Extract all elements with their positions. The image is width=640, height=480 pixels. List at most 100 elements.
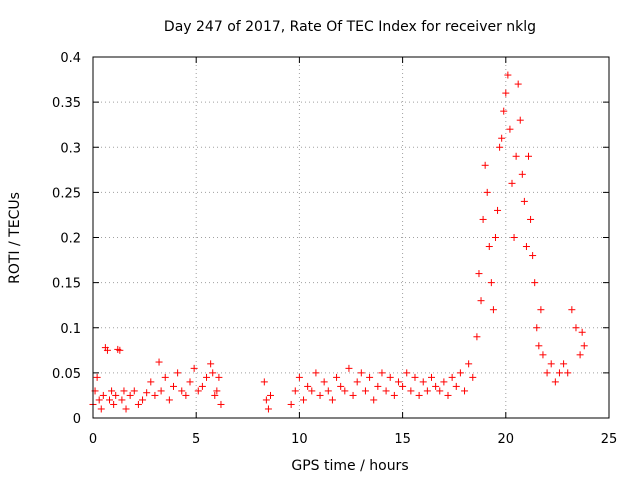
data-point [353, 378, 361, 386]
data-point [139, 396, 147, 404]
data-point [390, 391, 398, 399]
data-point [161, 373, 169, 381]
data-point [304, 382, 312, 390]
data-point [207, 360, 215, 368]
data-point [93, 373, 101, 381]
data-point [324, 387, 332, 395]
data-point [560, 360, 568, 368]
data-point [165, 396, 173, 404]
data-point [300, 396, 308, 404]
data-point [134, 400, 142, 408]
data-point [118, 396, 126, 404]
data-point [112, 391, 120, 399]
y-axis-ticks: 0 0.05 0.1 0.15 0.2 0.25 0.3 0.35 0.4 [52, 51, 609, 427]
data-point [116, 346, 124, 354]
data-point [357, 369, 365, 377]
data-point [475, 270, 483, 278]
data-point [262, 396, 270, 404]
y-tick-label: 0.4 [60, 51, 81, 66]
data-point [316, 391, 324, 399]
data-point [341, 387, 349, 395]
data-point [213, 387, 221, 395]
data-point [95, 396, 103, 404]
data-point [366, 373, 374, 381]
data-point [427, 373, 435, 381]
data-point [333, 373, 341, 381]
data-point [151, 391, 159, 399]
data-point [496, 143, 504, 151]
x-tick-label: 15 [394, 432, 411, 447]
y-tick-label: 0.2 [60, 232, 81, 247]
data-point [452, 382, 460, 390]
data-point [198, 382, 206, 390]
data-point [403, 369, 411, 377]
y-tick-label: 0.1 [60, 322, 81, 337]
x-tick-label: 5 [192, 432, 200, 447]
data-point [535, 342, 543, 350]
data-point [308, 387, 316, 395]
data-point [491, 234, 499, 241]
data-point [423, 387, 431, 395]
data-point [178, 387, 186, 395]
data-point [122, 405, 130, 413]
x-tick-label: 10 [291, 432, 308, 447]
data-point [440, 378, 448, 386]
data-point [378, 369, 386, 377]
data-point [485, 243, 493, 251]
data-point [211, 391, 219, 399]
data-point [580, 342, 588, 350]
data-point [295, 373, 303, 381]
data-point [349, 391, 357, 399]
data-point [489, 306, 497, 314]
data-point [361, 387, 369, 395]
data-point [547, 360, 555, 368]
data-point [337, 382, 345, 390]
x-tick-label: 25 [601, 432, 618, 447]
data-point [444, 391, 452, 399]
data-point [576, 351, 584, 359]
data-point [186, 378, 194, 386]
data-point [479, 215, 487, 223]
y-tick-label: 0.05 [52, 367, 81, 382]
data-point [126, 391, 134, 399]
data-point [267, 391, 275, 399]
data-point [120, 387, 128, 395]
data-point [143, 389, 151, 397]
data-point [504, 71, 512, 79]
data-point [291, 387, 299, 395]
data-point [533, 324, 541, 332]
data-point [448, 373, 456, 381]
data-point [209, 369, 217, 377]
data-point [174, 369, 182, 377]
data-point [508, 179, 516, 187]
data-point [487, 279, 495, 287]
x-axis-ticks: 0 5 10 15 20 25 [89, 57, 617, 447]
data-point [190, 364, 198, 372]
y-tick-label: 0.25 [52, 186, 81, 201]
data-point [518, 170, 526, 178]
data-point [217, 400, 225, 408]
data-point [568, 306, 576, 314]
data-point [130, 387, 138, 395]
data-point [215, 373, 223, 381]
data-point [465, 360, 473, 368]
data-point [537, 306, 545, 314]
data-point [97, 405, 105, 413]
data-point [539, 351, 547, 359]
y-tick-label: 0.3 [60, 141, 81, 156]
data-point [386, 373, 394, 381]
x-axis-title: GPS time / hours [291, 458, 408, 474]
data-point [506, 125, 514, 133]
data-point [194, 387, 202, 395]
data-point [169, 382, 177, 390]
data-point [312, 369, 320, 377]
data-point [512, 152, 520, 160]
data-point [473, 333, 481, 341]
data-point [498, 134, 506, 142]
data-point [564, 369, 572, 377]
y-tick-label: 0.15 [52, 277, 81, 292]
data-point [99, 391, 107, 399]
data-point [370, 396, 378, 404]
data-point [572, 324, 580, 332]
data-point [394, 378, 402, 386]
